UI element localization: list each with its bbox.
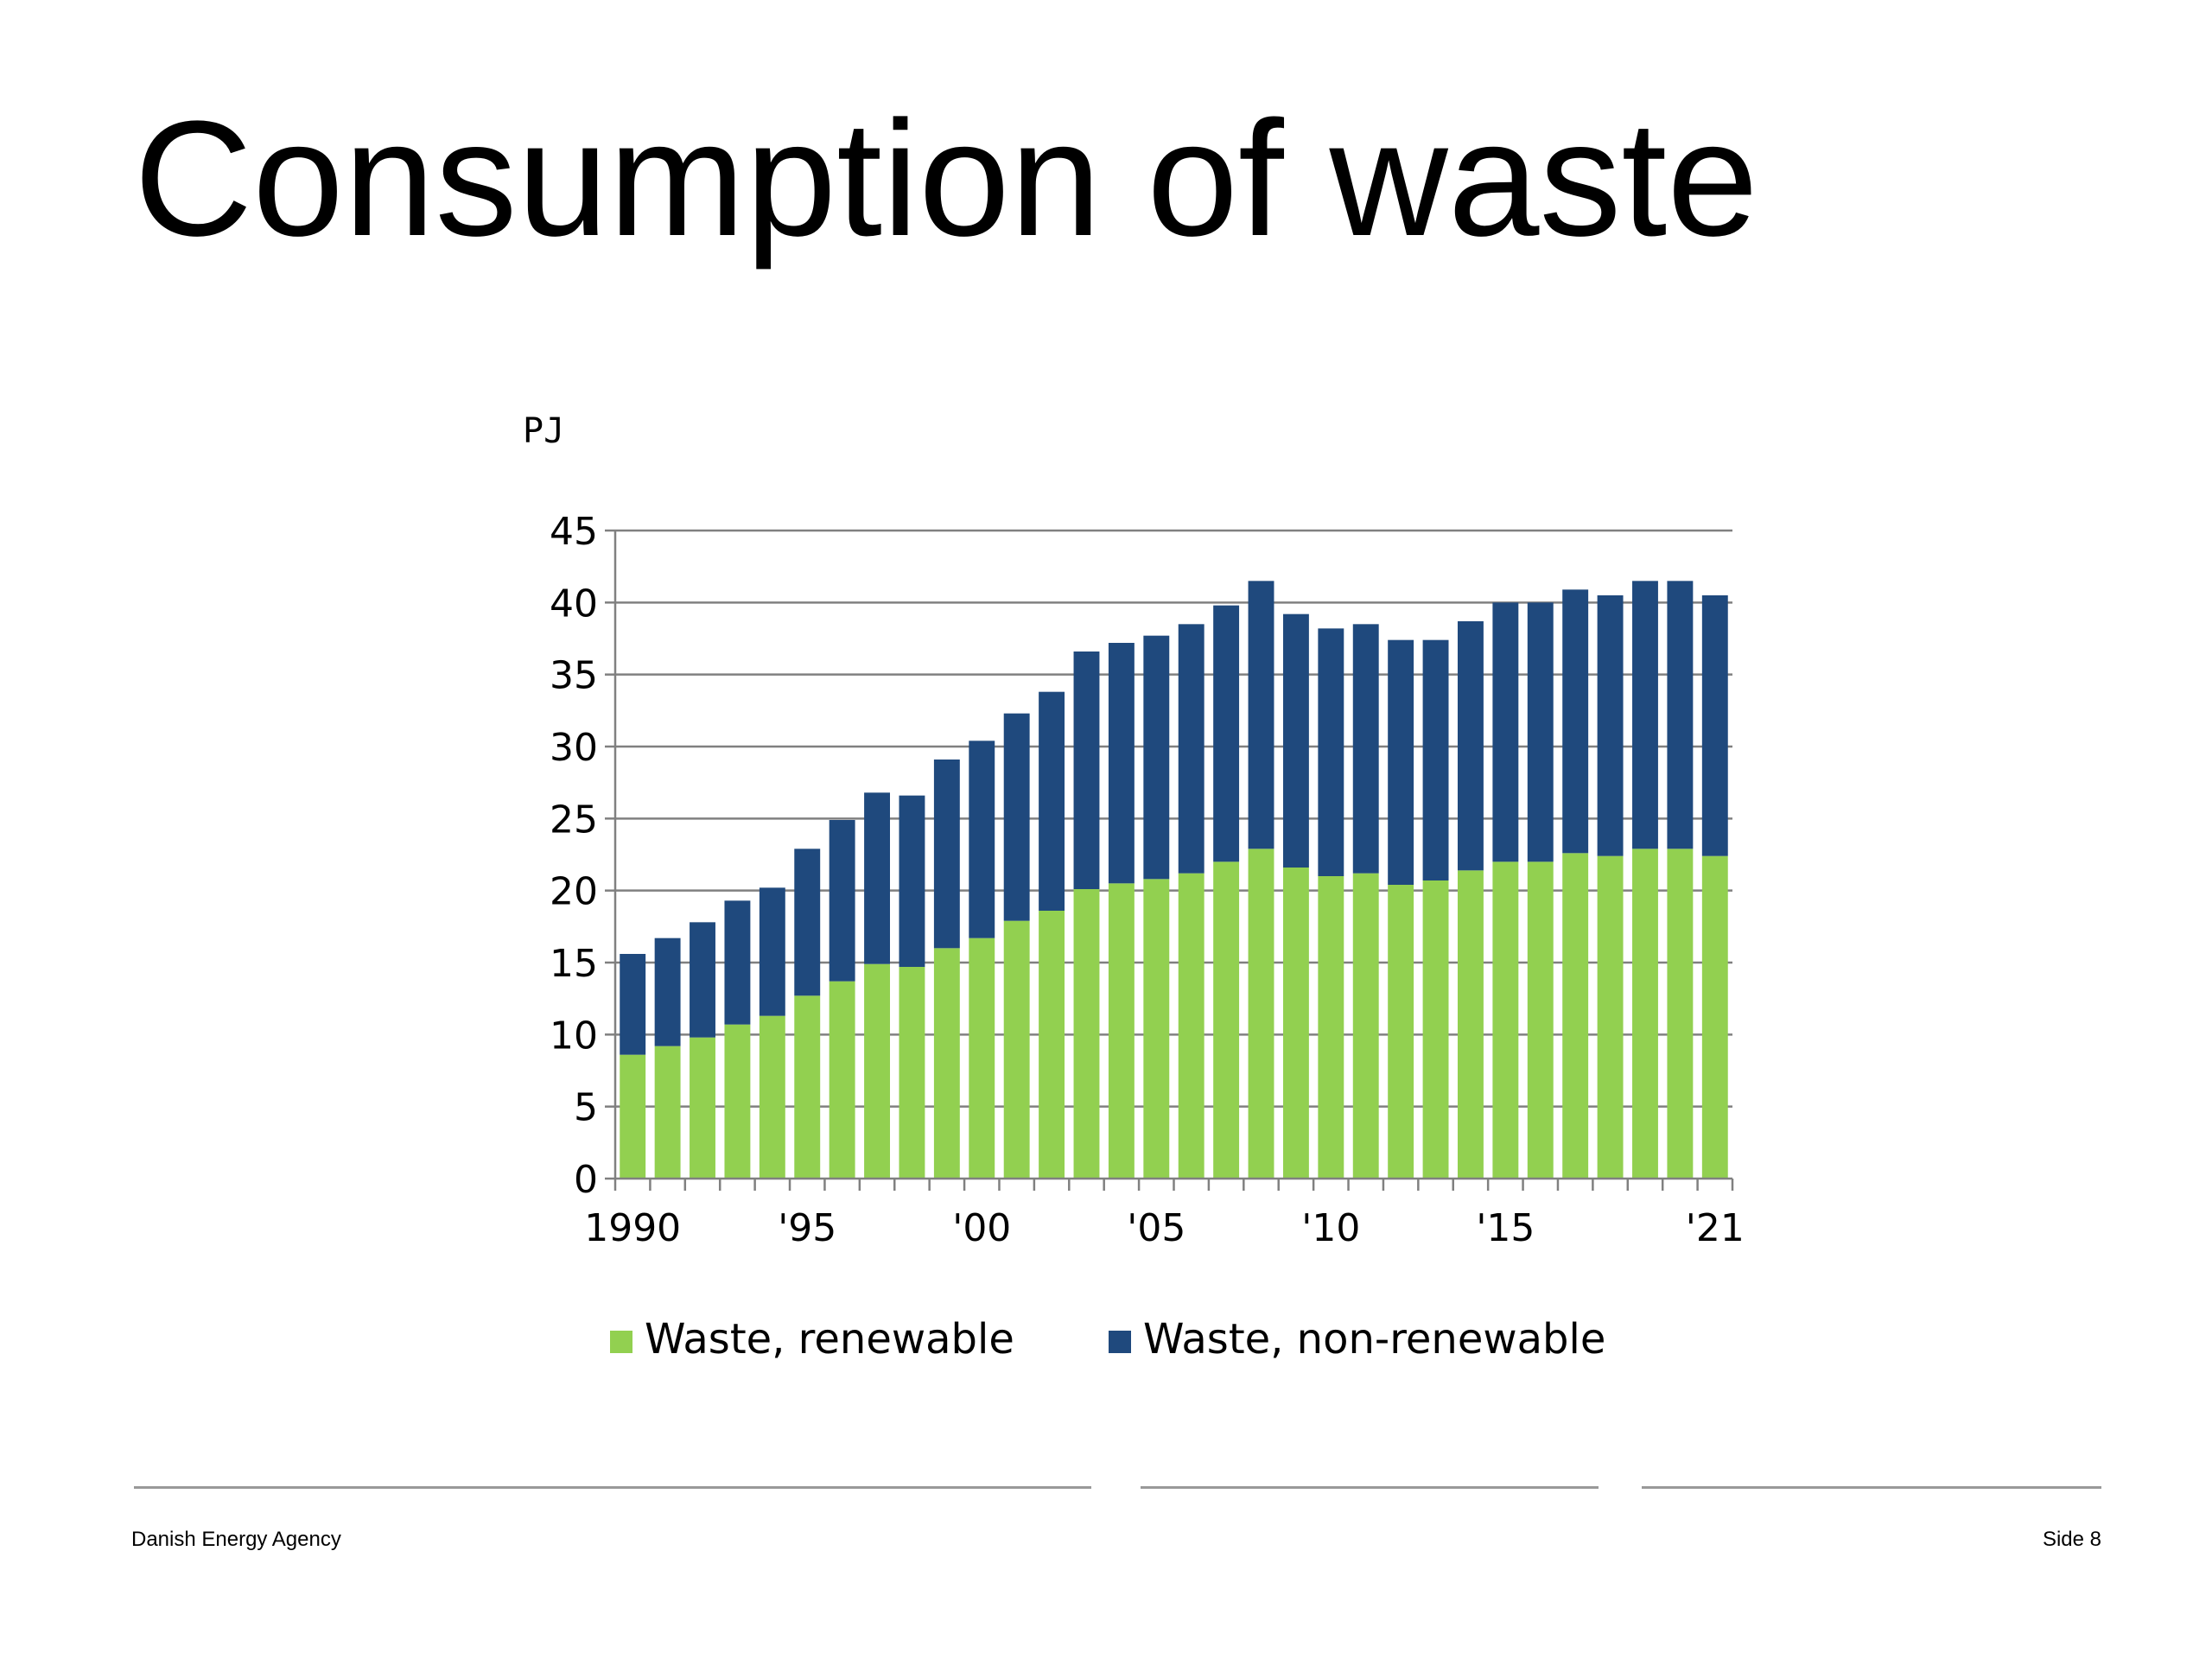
bar-segment-renewable — [1422, 880, 1449, 1179]
slide-title: Consumption of waste — [134, 87, 1758, 270]
bar-segment-non-renewable — [759, 887, 785, 1016]
bar-segment-renewable — [1282, 868, 1309, 1179]
bar-segment-non-renewable — [829, 820, 855, 982]
bar-segment-non-renewable — [899, 795, 925, 967]
bar-segment-non-renewable — [1527, 602, 1554, 862]
bar-segment-renewable — [899, 967, 925, 1179]
bar-segment-non-renewable — [1667, 581, 1694, 849]
bar-segment-non-renewable — [1039, 691, 1065, 911]
bar-segment-non-renewable — [864, 792, 890, 964]
bar-segment-renewable — [969, 938, 995, 1179]
bar-segment-renewable — [794, 995, 821, 1179]
bar-segment-non-renewable — [1458, 621, 1484, 871]
y-tick-label: 20 — [550, 870, 598, 914]
bar-segment-non-renewable — [1562, 589, 1589, 854]
x-tick-label: '00 — [952, 1206, 1011, 1250]
bar-segment-renewable — [1527, 861, 1554, 1179]
footer-rule-right — [1642, 1486, 2101, 1489]
bar-segment-renewable — [1492, 861, 1519, 1179]
bar-segment-non-renewable — [1282, 613, 1309, 868]
bar-segment-renewable — [1003, 920, 1030, 1179]
legend-label-non-renewable: Waste, non-renewable — [1143, 1315, 1605, 1363]
bar-segment-non-renewable — [1422, 639, 1449, 880]
y-axis-unit-label: PJ — [523, 411, 564, 451]
bar-segment-renewable — [690, 1037, 715, 1179]
bar-segment-non-renewable — [933, 760, 960, 949]
bar-segment-renewable — [1318, 876, 1344, 1179]
legend: Waste, renewable Waste, non-renewable — [610, 1315, 1605, 1363]
bar-segment-renewable — [759, 1015, 785, 1179]
bar-segment-renewable — [724, 1024, 751, 1179]
legend-label-renewable: Waste, renewable — [645, 1315, 1014, 1363]
bar-segment-renewable — [1458, 870, 1484, 1179]
bar-segment-non-renewable — [1003, 713, 1030, 921]
bar-segment-non-renewable — [1701, 595, 1728, 856]
footer-rule-left — [134, 1486, 1091, 1489]
bar-segment-renewable — [1213, 861, 1240, 1179]
y-tick-label: 0 — [574, 1158, 598, 1202]
bar-segment-non-renewable — [1352, 624, 1379, 874]
y-tick-label: 30 — [550, 726, 598, 770]
y-tick-label: 5 — [574, 1086, 598, 1130]
bar-segment-renewable — [1388, 885, 1414, 1179]
x-tick-label: '15 — [1476, 1206, 1535, 1250]
bar-segment-non-renewable — [794, 849, 821, 996]
bar-segment-non-renewable — [724, 900, 751, 1025]
bar-segment-non-renewable — [1632, 581, 1658, 849]
bar-segment-renewable — [620, 1054, 646, 1179]
axes: 0 5 10 15 20 25 30 35 40 45 1990 '95 '00 '05 '10 '15 '21 — [550, 510, 1745, 1250]
x-tick-label: '05 — [1127, 1206, 1185, 1250]
footer-organization: Danish Energy Agency — [131, 1528, 341, 1551]
bar-segment-renewable — [864, 963, 890, 1179]
bar-segment-non-renewable — [654, 938, 681, 1046]
bar-segment-renewable — [933, 948, 960, 1179]
bar-segment-non-renewable — [1388, 639, 1414, 885]
bar-segment-renewable — [1597, 855, 1624, 1179]
bar-segment-non-renewable — [1143, 635, 1170, 880]
y-tick-label: 40 — [550, 582, 598, 626]
bar-segment-renewable — [1667, 849, 1694, 1179]
footer-page-number: Side 8 — [2042, 1528, 2101, 1551]
y-tick-label: 10 — [550, 1014, 598, 1058]
bar-segment-renewable — [1562, 853, 1589, 1179]
bar-segment-non-renewable — [690, 922, 715, 1038]
x-tick-label: '95 — [778, 1206, 836, 1250]
bar-segment-renewable — [1108, 883, 1135, 1179]
bar-segment-renewable — [1178, 873, 1205, 1179]
bar-segment-non-renewable — [1073, 652, 1100, 889]
x-tick-label: '21 — [1686, 1206, 1745, 1250]
bars — [620, 581, 1728, 1179]
bar-segment-non-renewable — [1108, 643, 1135, 884]
y-tick-label: 25 — [550, 798, 598, 842]
bar-segment-non-renewable — [1492, 602, 1519, 862]
legend-swatch-renewable — [610, 1331, 632, 1353]
bar-segment-renewable — [1248, 849, 1274, 1179]
bar-segment-renewable — [1073, 889, 1100, 1179]
bar-segment-non-renewable — [620, 954, 646, 1055]
bar-segment-non-renewable — [1597, 595, 1624, 856]
bar-segment-non-renewable — [1213, 605, 1240, 862]
bar-segment-non-renewable — [1248, 581, 1274, 849]
y-tick-label: 15 — [550, 942, 598, 986]
x-tick-label: '10 — [1301, 1206, 1360, 1250]
bar-segment-non-renewable — [1178, 624, 1205, 874]
bar-segment-renewable — [1632, 849, 1658, 1179]
y-tick-label: 45 — [550, 510, 598, 554]
legend-swatch-non-renewable — [1109, 1331, 1131, 1353]
bar-segment-renewable — [1701, 855, 1728, 1179]
y-tick-label: 35 — [550, 654, 598, 698]
bar-segment-non-renewable — [969, 741, 995, 938]
bar-segment-non-renewable — [1318, 628, 1344, 876]
bar-segment-renewable — [1352, 873, 1379, 1179]
bar-segment-renewable — [1039, 911, 1065, 1179]
footer-rule-middle — [1141, 1486, 1599, 1489]
x-tick-label: 1990 — [584, 1206, 681, 1250]
bar-segment-renewable — [1143, 879, 1170, 1179]
bar-segment-renewable — [654, 1046, 681, 1179]
bar-segment-renewable — [829, 981, 855, 1179]
